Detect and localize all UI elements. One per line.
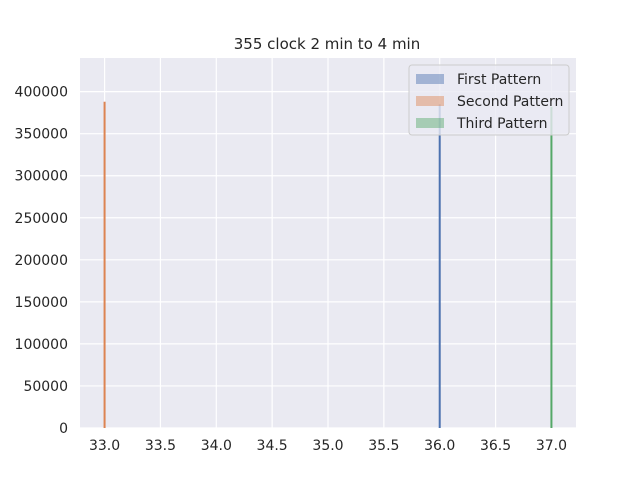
legend-swatch [416, 96, 444, 106]
x-tick-label: 33.0 [89, 438, 120, 454]
y-tick-label: 150000 [15, 295, 68, 311]
legend-label: Third Pattern [456, 116, 548, 132]
legend-label: Second Pattern [457, 94, 563, 110]
y-tick-label: 250000 [15, 211, 68, 227]
bar-second-pattern [103, 101, 106, 429]
legend-frame [408, 64, 570, 136]
y-tick-label: 200000 [15, 253, 68, 269]
legend-swatch [416, 118, 444, 128]
bars [103, 101, 553, 429]
x-tick-labels: 33.0 33.5 34.0 34.5 35.0 35.5 36.0 36.5 37.0 [89, 438, 567, 454]
y-tick-label: 350000 [15, 127, 68, 143]
x-tick-label: 36.5 [480, 438, 511, 454]
y-tick-label: 100000 [15, 337, 68, 353]
x-tick-label: 34.0 [201, 438, 232, 454]
bar-first-pattern [438, 104, 441, 428]
legend-label: First Pattern [457, 72, 541, 88]
y-tick-labels: 0 50000 100000 150000 200000 250000 300000 3500… [15, 85, 68, 437]
y-tick-label: 0 [59, 421, 68, 437]
legend: First Pattern Second Pattern Third Pattern [408, 64, 570, 136]
x-tick-label: 34.5 [257, 438, 288, 454]
x-tick-label: 33.5 [145, 438, 176, 454]
legend-swatch [416, 74, 444, 84]
y-tick-label: 400000 [15, 85, 68, 101]
x-tick-label: 35.5 [368, 438, 399, 454]
chart-title: 355 clock 2 min to 4 min [234, 35, 420, 53]
y-tick-label: 50000 [23, 379, 68, 395]
x-tick-label: 35.0 [312, 438, 343, 454]
x-tick-label: 36.0 [424, 438, 455, 454]
bar-third-pattern [550, 106, 553, 428]
y-tick-label: 300000 [15, 169, 68, 185]
x-tick-label: 37.0 [536, 438, 567, 454]
